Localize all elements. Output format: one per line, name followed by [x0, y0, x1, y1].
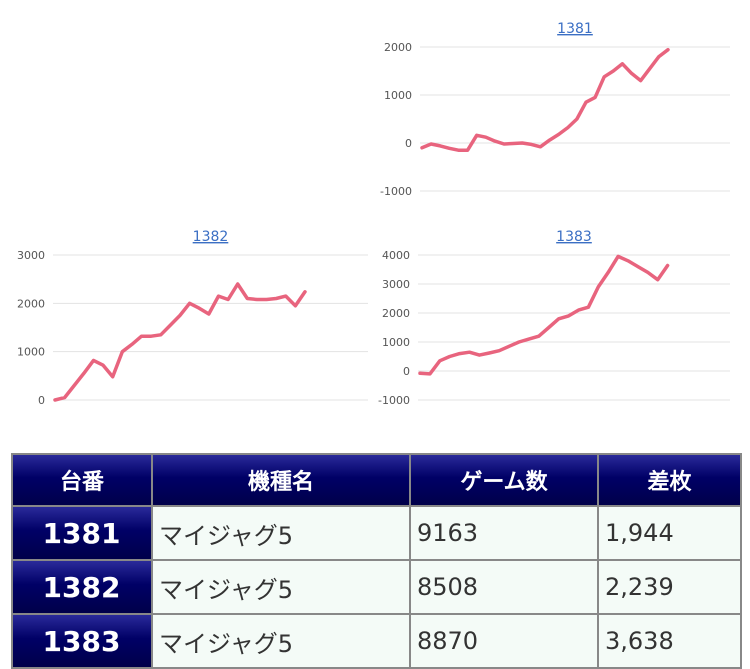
y-tick-label: 1000	[382, 336, 410, 349]
coin-diff: 1,944	[597, 505, 742, 561]
header-machine-number: 台番	[11, 453, 153, 507]
machine-number: 1382	[11, 559, 153, 615]
chart-1382-svg: 1382 3000 2000 1000 0	[17, 229, 368, 407]
table-row: 1381 マイジャグ5 9163 1,944	[11, 505, 742, 561]
y-tick-label: 2000	[17, 297, 45, 310]
chart-1381-svg: 1381 2000 1000 0 -1000	[380, 21, 730, 198]
table-header-row: 台番 機種名 ゲーム数 差枚	[11, 453, 742, 507]
table-row: 1382 マイジャグ5 8508 2,239	[11, 559, 742, 615]
header-coin-diff: 差枚	[597, 453, 742, 507]
chart-1382: 1382 3000 2000 1000 0	[0, 225, 370, 410]
coin-diff: 3,638	[597, 613, 742, 669]
series-line	[418, 254, 670, 376]
model-name: マイジャグ5	[151, 505, 411, 561]
chart-title[interactable]: 1381	[557, 21, 593, 37]
y-tick-label: 4000	[382, 249, 410, 262]
machine-stats-table: 台番 機種名 ゲーム数 差枚 1381 マイジャグ5 9163 1,944 13…	[11, 453, 742, 669]
chart-title[interactable]: 1382	[193, 229, 229, 245]
header-game-count: ゲーム数	[409, 453, 599, 507]
table-row: 1383 マイジャグ5 8870 3,638	[11, 613, 742, 669]
game-count: 9163	[409, 505, 599, 561]
chart-1383-svg: 1383 4000 3000 2000 1000 0 -1000	[378, 229, 730, 407]
coin-diff: 2,239	[597, 559, 742, 615]
chart-1381: 1381 2000 1000 0 -1000	[370, 15, 740, 205]
game-count: 8870	[409, 613, 599, 669]
model-name: マイジャグ5	[151, 559, 411, 615]
y-tick-label: 2000	[382, 307, 410, 320]
y-tick-label: 0	[405, 137, 412, 150]
machine-number: 1383	[11, 613, 153, 669]
y-tick-label: -1000	[378, 394, 410, 407]
y-tick-label: 2000	[384, 41, 412, 54]
y-tick-label: 1000	[17, 346, 45, 359]
y-tick-label: -1000	[380, 185, 412, 198]
chart-1383: 1383 4000 3000 2000 1000 0 -1000	[370, 225, 740, 410]
y-tick-label: 0	[403, 365, 410, 378]
chart-title[interactable]: 1383	[556, 229, 592, 245]
model-name: マイジャグ5	[151, 613, 411, 669]
y-tick-label: 0	[38, 394, 45, 407]
series-line	[53, 282, 307, 402]
y-tick-label: 1000	[384, 89, 412, 102]
y-tick-label: 3000	[382, 278, 410, 291]
machine-number: 1381	[11, 505, 153, 561]
game-count: 8508	[409, 559, 599, 615]
series-line	[420, 47, 670, 152]
y-tick-label: 3000	[17, 249, 45, 262]
header-model-name: 機種名	[151, 453, 411, 507]
